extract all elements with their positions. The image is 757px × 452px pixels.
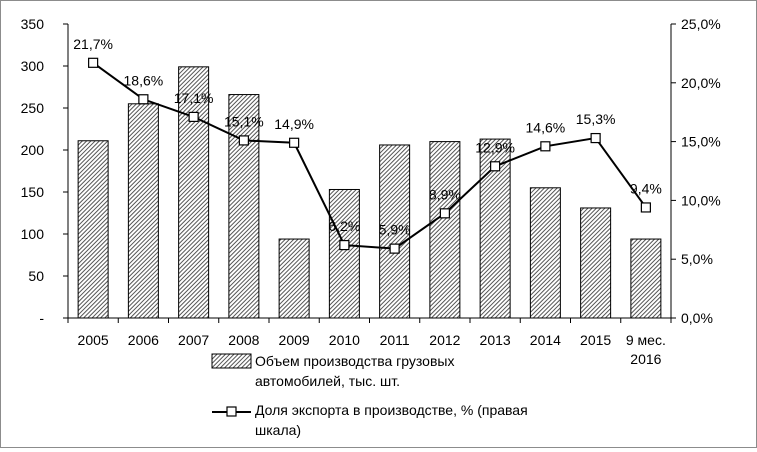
bar [479,138,511,319]
x-tick-label: 2012 [429,332,460,348]
line-marker [138,94,149,105]
left-tick-label: 250 [21,100,45,116]
bar [178,66,210,319]
x-tick-label: 2015 [580,332,611,348]
line-marker [640,202,651,213]
legend-line-label-line1: Доля экспорта в производстве, % (правая [255,402,528,418]
right-tick-label: 25,0% [681,16,721,32]
x-tick-label: 2011 [380,332,410,348]
line-marker [590,132,601,144]
x-tick-label: 2005 [78,332,109,348]
right-tick-label: 20,0% [681,75,721,91]
bar [630,238,662,319]
right-tick-label: 10,0% [681,192,721,208]
line-marker [339,239,350,251]
line-data-label: 18,6% [124,72,164,88]
line-data-label: 14,6% [526,119,566,135]
line-data-label: 21,7% [73,36,113,52]
bar [278,238,310,319]
line-marker [389,243,400,254]
line-marker [289,137,300,148]
bar [580,207,612,319]
right-tick-label: 0,0% [681,310,713,326]
legend-bar-swatch [211,353,252,369]
bars [77,66,662,319]
x-tick-label: 2013 [480,332,511,348]
series-line [92,61,647,250]
left-tick-label: - [39,310,44,326]
right-tick-label: 15,0% [681,134,721,150]
line-data-label: 15,1% [224,113,264,129]
line-data-label: 15,3% [576,111,616,127]
x-tick-label: 2008 [228,332,259,348]
line-data-label: 8,9% [429,186,461,202]
left-tick-label: 200 [21,142,45,158]
legend-bar-label-line2: автомобилей, тыс. шт. [255,373,400,389]
bar [127,103,159,319]
line-marker [88,57,99,68]
left-tick-label: 50 [28,268,44,284]
left-tick-label: 100 [21,226,45,242]
x-tick-label: 2009 [279,332,310,348]
legend-bar-label-line1: Объем производства грузовых [255,353,454,369]
x-tick-label: 2007 [178,332,209,348]
line-marker [490,161,501,172]
bar [529,187,561,319]
x-tick-label: 2014 [530,332,561,348]
export-share-line [88,57,651,254]
x-tick-label: 2006 [128,332,159,348]
line-data-label: 14,9% [274,116,314,132]
bar [379,144,411,319]
x-tick-label: 2010 [329,332,360,348]
line-marker [439,208,450,219]
legend-line-label-line2: шкала) [255,422,301,438]
line-data-label: 12,9% [475,139,515,155]
left-tick-label: 350 [21,16,45,32]
bar [228,94,260,319]
data-labels: 21,7% 18,6% 17,1% 15,1% 14,9% 6,2% 5,9% 8,9% 12,… [73,36,662,238]
line-marker [238,135,249,146]
axes: - 50 100 150 200 250 300 350 0,0% 5,0% 10,0% 15,0% 2… [21,16,721,367]
line-data-label: 5,9% [379,222,411,238]
line-marker [188,111,199,123]
line-data-label: 6,2% [328,218,360,234]
right-tick-label: 5,0% [681,251,713,267]
x-tick-label: 9 мес. 2016 [626,332,666,367]
left-tick-label: 300 [21,58,45,74]
left-tick-label: 150 [21,184,45,200]
bar [77,140,109,319]
line-data-label: 9,4% [630,180,662,196]
line-data-label: 17,1% [174,90,214,106]
bar [328,188,360,319]
bar [429,141,461,319]
line-marker [540,141,551,152]
legend: Объем производства грузовых автомобилей,… [211,353,528,438]
legend-line-marker [226,406,237,417]
